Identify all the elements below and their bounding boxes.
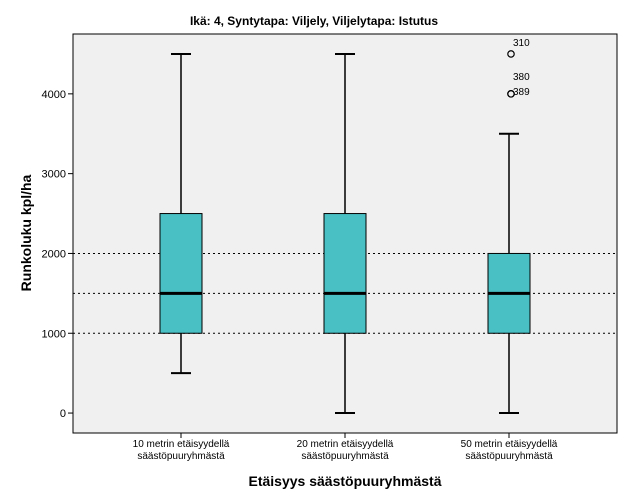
x-axis: 10 metrin etäisyydelläsäästöpuuryhmästä2… — [133, 433, 558, 462]
y-tick-label: 3000 — [42, 169, 66, 181]
outlier-point — [507, 90, 515, 98]
y-axis: 0 1000 2000 3000 4000 — [42, 89, 73, 420]
outlier-point — [507, 50, 515, 58]
y-tick-label: 0 — [60, 408, 66, 420]
box — [159, 213, 203, 334]
box-series: 310 380 389 — [159, 38, 531, 415]
x-tick-label: säästöpuuryhmästä — [137, 451, 225, 462]
x-tick-label: 50 metrin etäisyydellä — [461, 439, 558, 450]
x-axis-label: Etäisyys säästöpuuryhmästä — [249, 473, 442, 489]
chart-title: Ikä: 4, Syntytapa: Viljely, Viljelytapa:… — [190, 14, 438, 28]
y-axis-label: Runkoluku kpl/ha — [18, 174, 34, 291]
outlier-label: 310 — [513, 38, 530, 49]
x-tick-label: säästöpuuryhmästä — [301, 451, 389, 462]
y-tick-label: 1000 — [42, 328, 66, 340]
outlier-label: 380 — [513, 72, 530, 83]
x-tick-label: 10 metrin etäisyydellä — [133, 439, 230, 450]
outlier-label: 389 — [513, 87, 530, 98]
x-tick-label: 20 metrin etäisyydellä — [297, 439, 394, 450]
y-tick-label: 4000 — [42, 89, 66, 101]
y-tick-label: 2000 — [42, 248, 66, 260]
box — [323, 213, 367, 334]
x-tick-label: säästöpuuryhmästä — [465, 451, 553, 462]
